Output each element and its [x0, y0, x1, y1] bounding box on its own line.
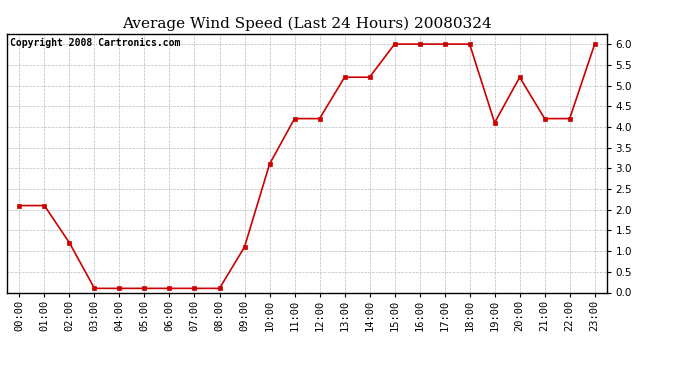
- Title: Average Wind Speed (Last 24 Hours) 20080324: Average Wind Speed (Last 24 Hours) 20080…: [122, 17, 492, 31]
- Text: Copyright 2008 Cartronics.com: Copyright 2008 Cartronics.com: [10, 38, 180, 48]
